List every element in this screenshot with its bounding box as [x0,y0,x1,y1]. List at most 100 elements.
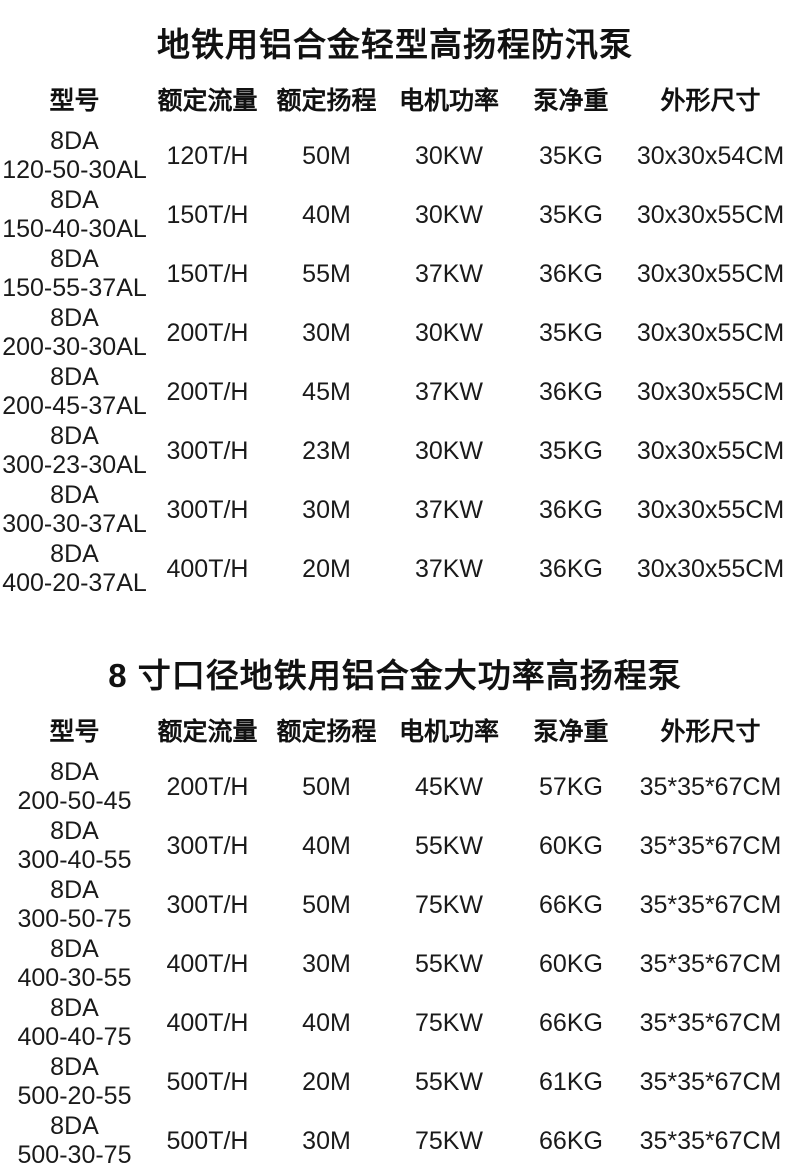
cell-model: 8DA 200-50-45 [17,757,132,816]
cell-power: 37KW [414,495,484,524]
spec-row: 8DA 400-40-75 400T/H 40M 75KW 66KG 35*35*67CM [0,994,790,1053]
cell-size: 35*35*67CM [639,1008,782,1037]
cell-head: 45M [302,377,351,406]
cell-size: 35*35*67CM [639,831,782,860]
cell-model: 8DA 300-30-37AL [2,480,147,539]
cell-head: 40M [302,831,351,860]
cell-model: 8DA 300-23-30AL [2,421,147,480]
cell-power: 55KW [414,949,484,978]
column-header-size: 外形尺寸 [660,717,761,746]
cell-model: 8DA 300-50-75 [17,875,132,934]
cell-power: 30KW [414,318,484,347]
cell-weight: 36KG [539,377,603,406]
cell-flow: 400T/H [166,1008,249,1037]
cell-flow: 150T/H [166,259,249,288]
column-header-size: 外形尺寸 [660,86,761,115]
cell-power: 37KW [414,377,484,406]
cell-weight: 60KG [539,949,603,978]
spec-table: 型号 额定流量 额定扬程 电机功率 泵净重 外形尺寸 8DA 200-50-45 200T/… [0,712,790,1171]
cell-power: 45KW [414,772,484,801]
column-header-flow: 额定流量 [157,717,258,746]
cell-weight: 35KG [539,436,603,465]
cell-flow: 300T/H [166,890,249,919]
cell-model: 8DA 300-40-55 [17,816,132,875]
cell-size: 35*35*67CM [639,1126,782,1155]
spec-table: 型号 额定流量 额定扬程 电机功率 泵净重 外形尺寸 8DA 120-50-30AL 120… [0,81,790,599]
spec-row: 8DA 300-40-55 300T/H 40M 55KW 60KG 35*35*67CM [0,817,790,876]
cell-size: 30x30x55CM [636,377,785,406]
spec-row: 8DA 120-50-30AL 120T/H 50M 30KW 35KG 30x30x54… [0,127,790,186]
cell-weight: 61KG [539,1067,603,1096]
cell-model: 8DA 200-45-37AL [2,362,147,421]
cell-flow: 500T/H [166,1126,249,1155]
cell-head: 20M [302,554,351,583]
section-title: 地铁用铝合金轻型高扬程防汛泵 [157,26,633,63]
cell-flow: 300T/H [166,436,249,465]
cell-weight: 66KG [539,1008,603,1037]
table-body: 8DA 200-50-45 200T/H 50M 45KW 57KG 35*35*67CM… [0,758,790,1171]
cell-model: 8DA 500-30-75 [17,1111,132,1170]
cell-power: 75KW [414,1008,484,1037]
cell-weight: 66KG [539,890,603,919]
cell-power: 55KW [414,831,484,860]
cell-weight: 66KG [539,1126,603,1155]
cell-power: 75KW [414,1126,484,1155]
cell-power: 30KW [414,141,484,170]
cell-size: 30x30x55CM [636,554,785,583]
cell-model: 8DA 400-30-55 [17,934,132,993]
cell-flow: 120T/H [166,141,249,170]
cell-head: 30M [302,495,351,524]
spec-row: 8DA 500-20-55 500T/H 20M 55KW 61KG 35*35*67CM [0,1053,790,1112]
cell-weight: 36KG [539,259,603,288]
cell-size: 30x30x55CM [636,436,785,465]
cell-weight: 35KG [539,318,603,347]
cell-size: 35*35*67CM [639,1067,782,1096]
cell-power: 30KW [414,200,484,229]
pump-spec-section-high-power: 8 寸口径地铁用铝合金大功率高扬程泵 型号 额定流量 额定扬程 电机功率 泵净重 外形尺寸… [0,655,790,1171]
cell-flow: 400T/H [166,554,249,583]
cell-flow: 200T/H [166,318,249,347]
cell-flow: 200T/H [166,772,249,801]
cell-head: 30M [302,1126,351,1155]
column-header-flow: 额定流量 [157,86,258,115]
column-header-weight: 泵净重 [533,86,609,115]
table-body: 8DA 120-50-30AL 120T/H 50M 30KW 35KG 30x30x54… [0,127,790,599]
header-row: 型号 额定流量 额定扬程 电机功率 泵净重 外形尺寸 [0,81,790,127]
cell-weight: 35KG [539,200,603,229]
cell-model: 8DA 400-40-75 [17,993,132,1052]
cell-model: 8DA 200-30-30AL [2,303,147,362]
cell-head: 50M [302,890,351,919]
cell-size: 35*35*67CM [639,890,782,919]
cell-flow: 300T/H [166,495,249,524]
cell-head: 55M [302,259,351,288]
column-header-head: 额定扬程 [276,717,377,746]
cell-head: 40M [302,1008,351,1037]
cell-power: 30KW [414,436,484,465]
spec-row: 8DA 400-20-37AL 400T/H 20M 37KW 36KG 30x30x55… [0,540,790,599]
spec-row: 8DA 500-30-75 500T/H 30M 75KW 66KG 35*35*67CM [0,1112,790,1171]
cell-size: 30x30x55CM [636,259,785,288]
cell-head: 40M [302,200,351,229]
spec-row: 8DA 300-30-37AL 300T/H 30M 37KW 36KG 30x30x55… [0,481,790,540]
cell-size: 30x30x55CM [636,495,785,524]
cell-size: 35*35*67CM [639,949,782,978]
cell-weight: 36KG [539,554,603,583]
cell-flow: 300T/H [166,831,249,860]
cell-power: 75KW [414,890,484,919]
column-header-model: 型号 [49,717,100,746]
cell-head: 50M [302,141,351,170]
cell-model: 8DA 150-55-37AL [2,244,147,303]
cell-flow: 500T/H [166,1067,249,1096]
spec-row: 8DA 300-50-75 300T/H 50M 75KW 66KG 35*35*67CM [0,876,790,935]
header-row: 型号 额定流量 额定扬程 电机功率 泵净重 外形尺寸 [0,712,790,758]
cell-size: 30x30x55CM [636,200,785,229]
cell-flow: 150T/H [166,200,249,229]
cell-weight: 35KG [539,141,603,170]
cell-weight: 57KG [539,772,603,801]
cell-size: 30x30x54CM [636,141,785,170]
spec-row: 8DA 200-30-30AL 200T/H 30M 30KW 35KG 30x30x55… [0,304,790,363]
cell-size: 35*35*67CM [639,772,782,801]
pump-spec-section-light: 地铁用铝合金轻型高扬程防汛泵 型号 额定流量 额定扬程 电机功率 泵净重 外形尺寸 8DA… [0,24,790,599]
cell-head: 50M [302,772,351,801]
